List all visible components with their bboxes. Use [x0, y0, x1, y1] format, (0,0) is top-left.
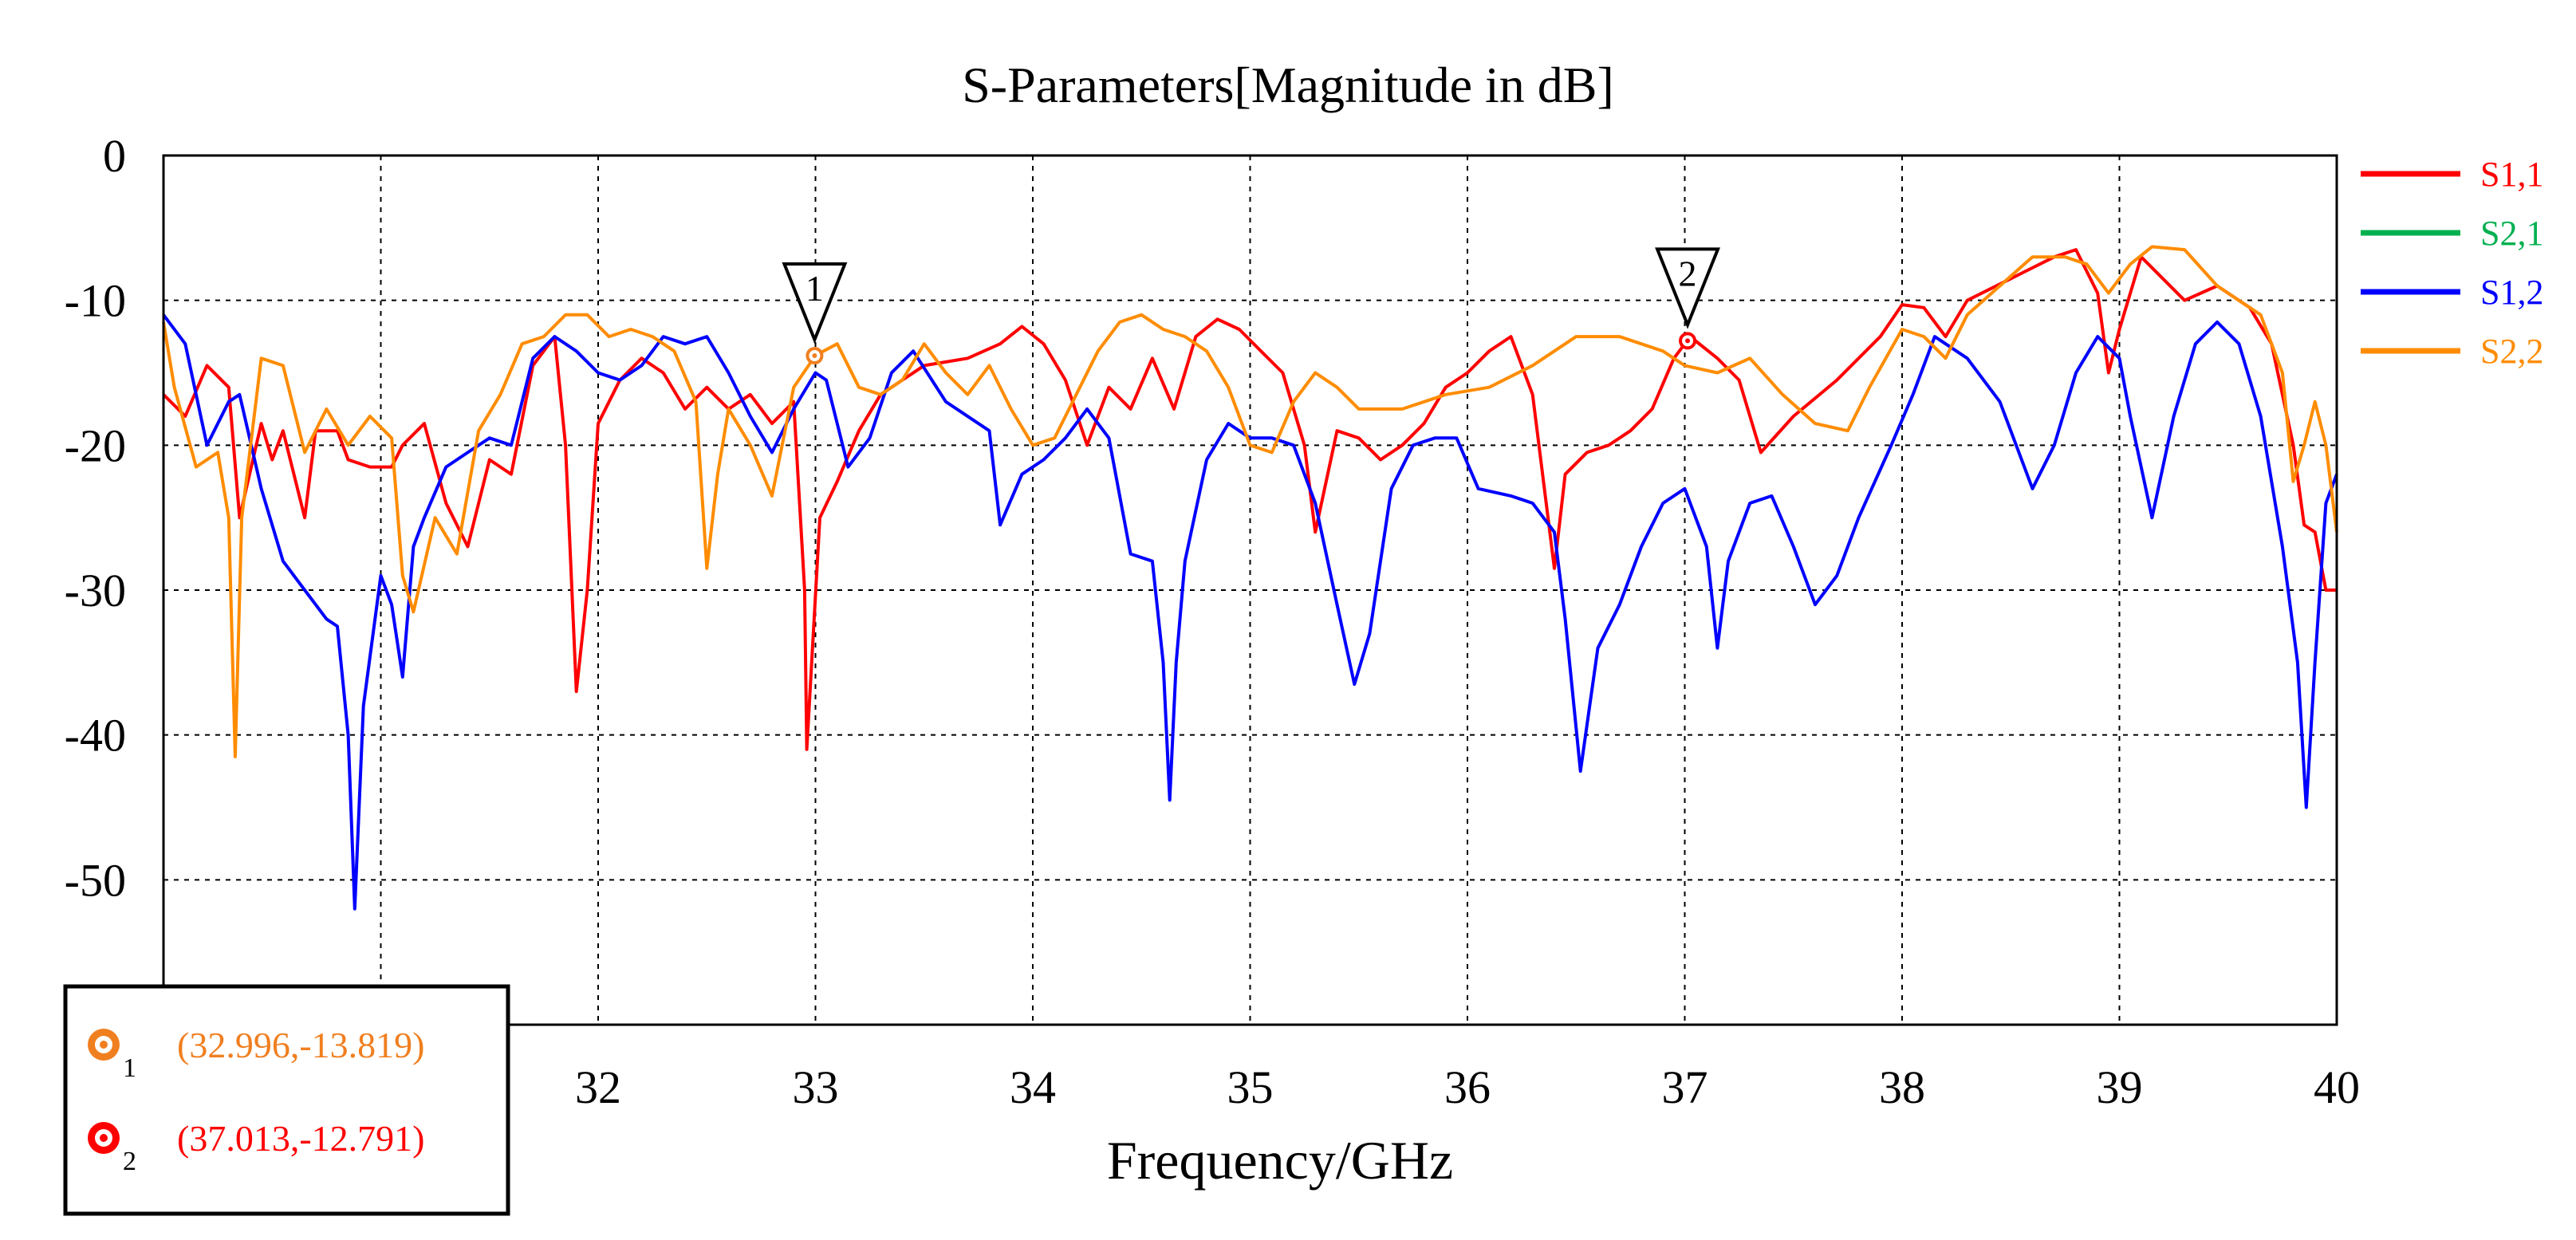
- legend-label: S2,1: [2480, 214, 2543, 253]
- x-tick-label: 37: [1662, 1061, 1708, 1113]
- info-marker-id: 1: [123, 1053, 136, 1083]
- marker-info-box: 1 (32.996,-13.819) 2 (37.013,-12.791): [63, 984, 510, 1216]
- info-marker-value: (32.996,-13.819): [177, 1025, 424, 1065]
- x-tick-label: 39: [2097, 1061, 2143, 1113]
- x-tick-label: 32: [575, 1061, 621, 1113]
- y-tick-label: -10: [65, 275, 126, 327]
- series-line-S1-1: [162, 248, 2337, 751]
- series-layer: [162, 245, 2338, 911]
- info-box-frame: [63, 984, 510, 1216]
- x-tick-label: 34: [1010, 1061, 1056, 1113]
- series-line-S1-2: [162, 313, 2338, 911]
- marker-triangle-label: 1: [805, 268, 824, 309]
- y-tick-label: -20: [65, 419, 126, 471]
- x-tick-label: 36: [1444, 1061, 1491, 1113]
- info-marker-id: 2: [123, 1147, 136, 1176]
- y-tick-label: 0: [103, 130, 126, 182]
- legend: S1,1 S2,1 S1,2 S2,2: [2361, 155, 2543, 371]
- x-axis-ticks: 31323334353637383940: [358, 1061, 2361, 1113]
- x-tick-label: 40: [2314, 1061, 2360, 1113]
- y-axis-ticks: 0 -10 -20 -30 -40 -50: [65, 130, 126, 906]
- info-marker-icon-dot: [100, 1041, 108, 1049]
- marker-triangle: [782, 262, 848, 344]
- y-tick-label: -30: [65, 565, 126, 616]
- info-marker-icon-dot: [100, 1134, 108, 1142]
- info-marker-value: (37.013,-12.791): [177, 1118, 424, 1159]
- grid: [163, 155, 2337, 1025]
- x-tick-label: 35: [1227, 1061, 1274, 1113]
- legend-label: S1,2: [2480, 273, 2543, 312]
- series-line-S2-2: [162, 245, 2338, 758]
- legend-label: S2,2: [2480, 332, 2543, 371]
- marker-triangle: [1655, 247, 1720, 329]
- legend-label: S1,1: [2480, 155, 2543, 194]
- marker-triangle-label: 2: [1679, 253, 1697, 293]
- x-tick-label: 38: [1879, 1061, 1925, 1113]
- y-tick-label: -50: [65, 854, 126, 906]
- marker-point-center: [1685, 338, 1691, 344]
- x-tick-label: 33: [793, 1061, 839, 1113]
- marker-point-center: [812, 353, 817, 359]
- y-tick-label: -40: [65, 710, 126, 762]
- chart-title: S-Parameters[Magnitude in dB]: [962, 57, 1614, 113]
- plot-area-frame: [162, 154, 2338, 1026]
- x-axis-label: Frequency/GHz: [1107, 1130, 1453, 1191]
